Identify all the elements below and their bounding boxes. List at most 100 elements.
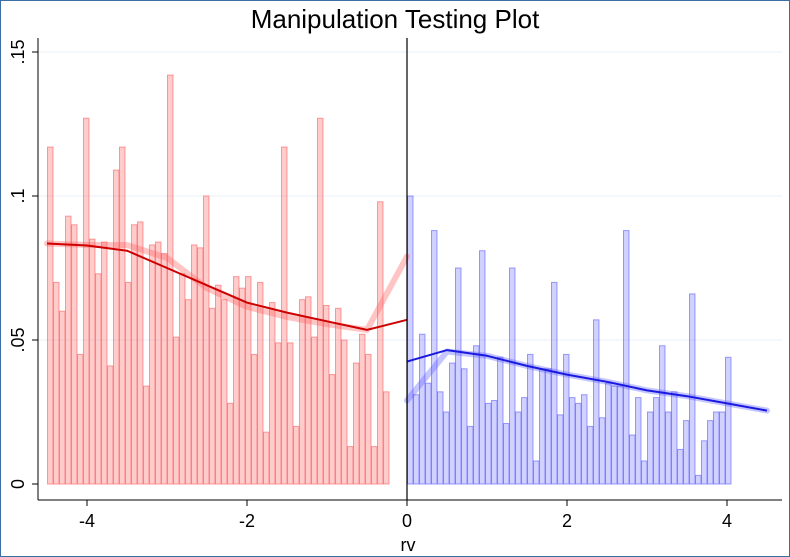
y-tick-label: .15 [8, 39, 28, 64]
right-histogram-bar [647, 411, 654, 485]
left-histogram-bar [317, 117, 324, 485]
right-histogram-bar [461, 368, 468, 485]
left-histogram-bar [203, 195, 210, 485]
left-histogram-bar [71, 224, 78, 485]
right-histogram-bar [527, 353, 534, 485]
right-histogram-bar [431, 230, 438, 485]
left-histogram-bar [155, 241, 162, 485]
left-histogram-bar [101, 241, 108, 485]
left-histogram-bar [257, 281, 264, 485]
right-histogram-bar [587, 425, 594, 485]
left-histogram-bar [341, 339, 348, 485]
left-histogram-bar [383, 391, 390, 485]
left-histogram-bar [329, 374, 336, 485]
right-histogram-bar [701, 440, 708, 485]
left-histogram-bar [287, 342, 294, 485]
right-histogram-bar [509, 267, 516, 485]
fit-line-layer [46, 242, 768, 412]
right-histogram-bar [575, 402, 582, 485]
right-histogram-bar [515, 411, 522, 485]
left-histogram-bar [167, 74, 174, 485]
x-tick-label: 0 [402, 511, 412, 531]
x-tick-label: 4 [722, 511, 732, 531]
chart-title: Manipulation Testing Plot [250, 4, 540, 34]
left-histogram-bar [143, 385, 150, 485]
right-histogram-bar [677, 448, 684, 485]
right-histogram-bar [683, 420, 690, 485]
y-tick-label: 0 [8, 479, 28, 489]
left-histogram-bar [209, 307, 216, 485]
right-histogram-bar [521, 397, 528, 485]
right-histogram-bar [551, 281, 558, 485]
right-histogram-bar [707, 420, 714, 485]
left-histogram-bar [173, 336, 180, 485]
left-histogram-bar [323, 304, 330, 485]
left-histogram-bar [371, 446, 378, 485]
left-histogram-bar [365, 353, 372, 485]
left-histogram-bar [107, 365, 114, 485]
x-tick-label: -4 [79, 511, 95, 531]
right-histogram-bar [407, 195, 414, 485]
bars-layer [47, 74, 732, 485]
ticks-layer: -4 -2 0 2 4 0 .05 .1 .15 [8, 39, 732, 531]
left-histogram-bar [281, 146, 288, 485]
left-histogram-bar [131, 224, 138, 485]
left-histogram-bar [239, 287, 246, 485]
right-histogram-bar [725, 356, 732, 485]
left-histogram-bar [299, 299, 306, 485]
right-histogram-bar [605, 382, 612, 485]
right-histogram-bar [545, 368, 552, 485]
left-histogram-bar [125, 281, 132, 485]
right-histogram-bar [413, 394, 420, 485]
left-histogram-bar [275, 342, 282, 485]
right-histogram-bar [533, 460, 540, 485]
right-histogram-bar [443, 411, 450, 485]
left-histogram-bar [65, 215, 72, 485]
left-histogram-bar [185, 299, 192, 485]
right-histogram-bar [593, 319, 600, 485]
right-histogram-bar [689, 293, 696, 485]
right-histogram-bar [569, 397, 576, 485]
right-histogram-bar [659, 345, 666, 485]
left-histogram-bar [347, 446, 354, 485]
left-histogram-bar [251, 353, 258, 485]
right-histogram-bar [449, 362, 456, 485]
left-histogram-bar [77, 353, 84, 485]
right-histogram-bar [665, 411, 672, 485]
left-histogram-bar [353, 362, 360, 485]
left-histogram-bar [113, 169, 120, 485]
right-histogram-bar [719, 411, 726, 485]
left-histogram-bar [95, 273, 102, 485]
left-histogram-bar [269, 302, 276, 485]
x-tick-label: 2 [562, 511, 572, 531]
right-histogram-bar [467, 425, 474, 485]
left-histogram-bar [335, 307, 342, 485]
left-histogram-bar [119, 146, 126, 485]
left-histogram-bar [215, 284, 222, 485]
right-histogram-bar [635, 397, 642, 485]
right-histogram-bar [455, 267, 462, 485]
right-histogram-bar [641, 460, 648, 485]
right-density-fit-line [406, 349, 768, 412]
right-histogram-bar [671, 391, 678, 485]
x-axis-title: rv [401, 535, 416, 555]
right-histogram-bar [497, 356, 504, 485]
right-histogram-bar [437, 391, 444, 485]
right-histogram-bar [425, 382, 432, 485]
right-histogram-bar [599, 417, 606, 485]
right-histogram-bar [617, 385, 624, 485]
left-histogram-bar [227, 402, 234, 485]
left-histogram-bar [377, 201, 384, 485]
right-histogram-bar [653, 397, 660, 485]
axes-layer [37, 38, 782, 501]
right-histogram-bar [503, 423, 510, 485]
left-histogram-bar [233, 276, 240, 485]
right-histogram-bar [557, 414, 564, 485]
right-histogram-bar [473, 345, 480, 485]
left-histogram-bar [59, 310, 66, 485]
left-histogram-bar [293, 425, 300, 485]
right-histogram-bar [695, 474, 702, 485]
left-histogram-bar [137, 221, 144, 485]
left-histogram-bar [161, 253, 168, 485]
